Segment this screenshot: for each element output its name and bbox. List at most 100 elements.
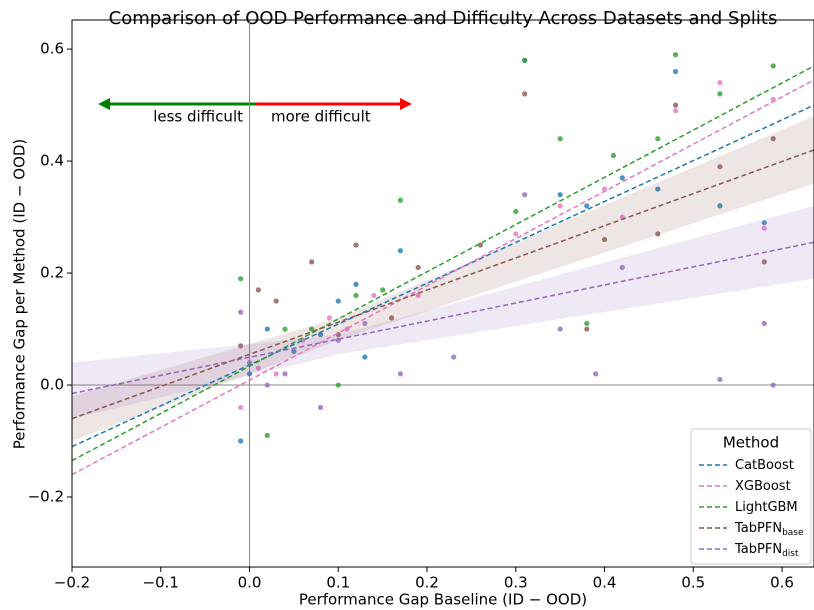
scatter-point [371, 292, 377, 299]
legend-box [690, 428, 812, 565]
legend-label: TabPFNbase [734, 521, 804, 538]
legend-subscript: dist [782, 549, 799, 559]
scatter-point [353, 242, 359, 248]
legend-subscript: base [782, 528, 804, 538]
scatter-point [335, 298, 341, 304]
scatter-point [388, 315, 395, 321]
scatter-point [451, 354, 457, 360]
scatter-point [255, 287, 261, 293]
scatter-point [362, 354, 368, 360]
scatter-point [335, 382, 341, 388]
legend-name: TabPFN [734, 542, 782, 557]
scatter-point [761, 225, 767, 231]
scatter-point [619, 175, 625, 181]
scatter-point [513, 208, 519, 215]
x-tick-label: 0.2 [415, 574, 439, 592]
scatter-point [238, 438, 244, 444]
scatter-point [238, 404, 244, 411]
scatter-point [282, 371, 288, 377]
scatter-point [238, 343, 244, 349]
scatter-point [601, 236, 608, 243]
scatter-point [362, 320, 368, 327]
scatter-point [317, 404, 324, 411]
x-tick-label: 0.0 [238, 574, 262, 592]
scatter-point [264, 382, 270, 388]
scatter-point [397, 371, 403, 377]
scatter-point [264, 326, 270, 332]
scatter-point [238, 276, 244, 282]
scatter-point [770, 63, 776, 69]
scatter-point [513, 231, 519, 237]
scatter-point [655, 231, 661, 237]
scatter-point [717, 91, 723, 97]
legend: MethodCatBoostXGBoostLightGBMTabPFNbaseT… [690, 428, 812, 565]
scatter-point [273, 298, 279, 304]
scatter-point [238, 309, 244, 315]
scatter-point [761, 320, 767, 327]
x-tick-label: 0.6 [770, 574, 794, 592]
y-tick-label: −0.2 [28, 488, 64, 506]
x-tick-label: −0.2 [54, 574, 90, 592]
scatter-point [282, 326, 288, 332]
y-tick-label: 0.6 [40, 40, 64, 58]
scatter-point [415, 292, 421, 299]
fit-line [72, 79, 814, 476]
x-tick-label: −0.1 [143, 574, 179, 592]
x-tick-label: 0.3 [504, 574, 528, 592]
scatter-point [326, 315, 332, 321]
annotation: more difficult [271, 108, 371, 126]
scatter-point [557, 136, 563, 142]
scatter-point [397, 248, 403, 254]
scatter-point [557, 326, 563, 332]
legend-label: TabPFNdist [734, 542, 799, 559]
scatter-point [761, 220, 767, 226]
confidence-band [72, 205, 814, 419]
legend-name: LightGBM [735, 500, 798, 515]
scatter-point [557, 192, 563, 198]
y-tick-label: 0.4 [40, 152, 64, 170]
scatter-point [246, 360, 253, 366]
scatter-point [770, 382, 776, 388]
scatter-point [415, 264, 421, 271]
scatter-point [380, 287, 386, 293]
scatter-point [761, 259, 767, 265]
legend-label: LightGBM [735, 500, 798, 515]
scatter-point [309, 326, 315, 332]
y-tick-label: 0.2 [40, 264, 64, 282]
scatter-point [619, 264, 625, 271]
scatter-point [717, 164, 723, 170]
scatter-point [557, 203, 563, 209]
scatter-point [717, 80, 723, 86]
scatter-point [584, 320, 590, 327]
x-tick-label: 0.4 [593, 574, 617, 592]
scatter-point [273, 371, 279, 377]
scatter-point [522, 192, 528, 198]
scatter-point [655, 186, 661, 192]
scatter-point [477, 242, 483, 248]
fit-line [72, 65, 814, 462]
scatter-point [655, 136, 661, 142]
scatter-point [610, 152, 617, 159]
scatter-point [522, 57, 528, 63]
scatter-point [397, 197, 403, 203]
legend-name: TabPFN [734, 521, 782, 536]
scatter-point [672, 68, 679, 75]
fit-line [72, 241, 814, 395]
plot-frame [71, 19, 814, 568]
legend-title: Method [723, 434, 779, 452]
scatter-point [717, 203, 723, 209]
scatter-point [264, 432, 270, 439]
legend-label: XGBoost [735, 479, 791, 494]
plot-area [72, 20, 814, 567]
scatter-point [317, 332, 324, 338]
scatter-point [246, 371, 253, 377]
scatter-point [672, 102, 679, 108]
scatter-point [672, 108, 679, 114]
legend-name: CatBoost [735, 458, 794, 473]
scatter-point [522, 91, 528, 97]
fit-line [72, 149, 814, 420]
scatter-point [770, 136, 776, 142]
fit-line [72, 104, 814, 448]
y-axis-label: Performance Gap per Method (ID − OOD) [11, 139, 29, 450]
